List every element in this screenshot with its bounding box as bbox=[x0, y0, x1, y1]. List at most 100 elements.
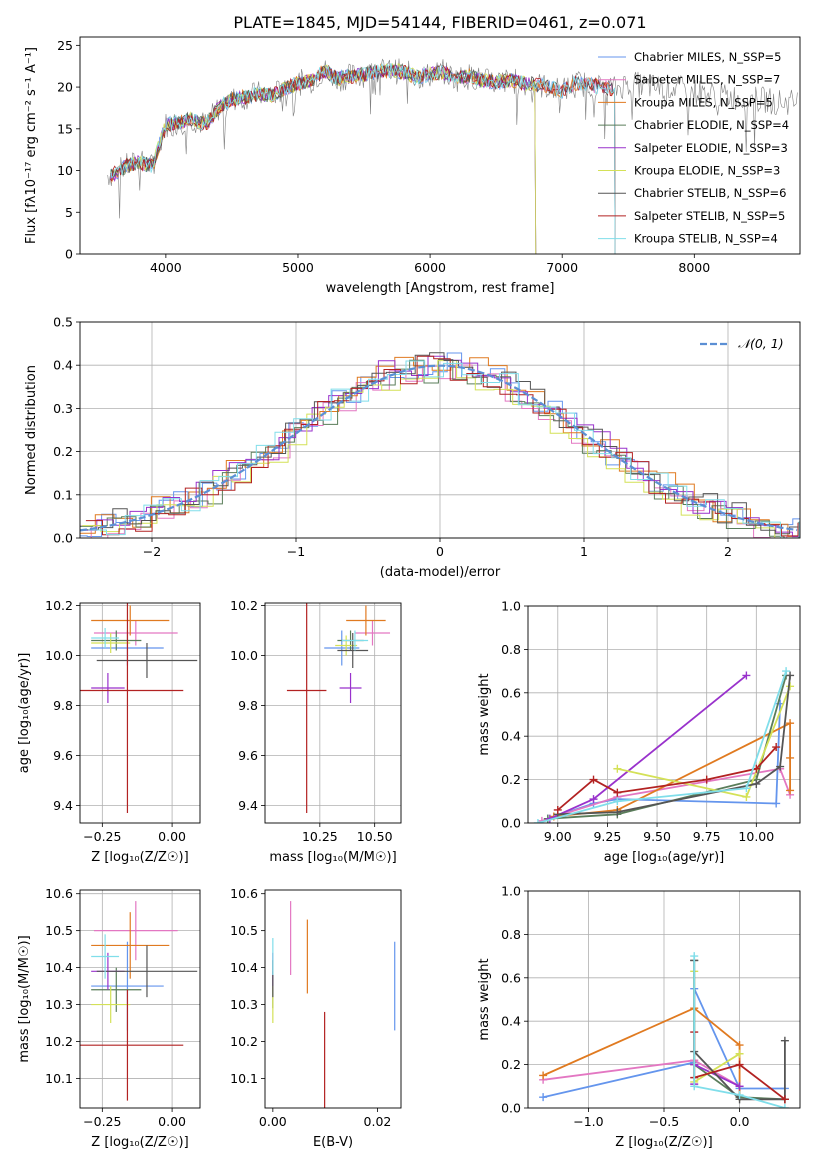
axes-frame bbox=[79, 889, 201, 1109]
legend-label: Salpeter ELODIE, N_SSP=3 bbox=[634, 141, 788, 155]
y-tick-label: 15 bbox=[57, 121, 73, 136]
y-tick-label: 10.0 bbox=[45, 648, 73, 663]
y-tick-label: 9.6 bbox=[238, 748, 258, 763]
weight-marker bbox=[553, 805, 562, 814]
x-tick-label: −0.25 bbox=[83, 1114, 121, 1129]
y-tick-label: 10.6 bbox=[230, 886, 258, 901]
weight-marker bbox=[752, 779, 761, 788]
y-tick-label: 10.2 bbox=[45, 1034, 73, 1049]
x-axis-label: E(B-V) bbox=[313, 1135, 353, 1150]
axes-frame bbox=[527, 890, 801, 1109]
weight-marker bbox=[772, 799, 781, 808]
x-axis-label: (data-model)/error bbox=[380, 565, 501, 580]
y-axis-label: mass weight bbox=[477, 673, 492, 755]
weight-line bbox=[541, 767, 791, 822]
y-tick-label: 9.6 bbox=[53, 748, 73, 763]
weight-marker bbox=[776, 762, 785, 771]
x-tick-label: 6000 bbox=[414, 260, 446, 275]
residuals-panel: −2 −1 0 1 2 0.0 0.1 0.2 0.3 0.4 0.5 (data-model)/er… bbox=[24, 315, 801, 580]
y-axis-label: mass [log₁₀(M/M☉)] bbox=[17, 935, 32, 1062]
weight-marker bbox=[613, 797, 622, 806]
y-tick-label: 20 bbox=[57, 80, 73, 95]
x-tick-label: −2 bbox=[143, 544, 161, 559]
histogram-step bbox=[80, 359, 800, 538]
weight-marker bbox=[613, 808, 622, 817]
y-tick-label: 10.5 bbox=[45, 923, 73, 938]
weight-line bbox=[549, 674, 747, 820]
y-tick-label: 0.0 bbox=[501, 1101, 521, 1116]
x-axis-label: mass [log₁₀(M/M☉)] bbox=[269, 850, 396, 865]
y-tick-label: 5 bbox=[65, 205, 73, 220]
model-spectrum-line bbox=[110, 63, 616, 254]
residuals-plot-area bbox=[80, 352, 800, 538]
weight-line bbox=[547, 703, 781, 820]
axes-frame bbox=[264, 602, 402, 824]
model-spectrum-line bbox=[110, 63, 616, 254]
axes-frame bbox=[264, 889, 402, 1109]
figure-title: PLATE=1845, MJD=54144, FIBERID=0461, z=0… bbox=[233, 13, 646, 32]
weight-marker bbox=[539, 1071, 548, 1080]
weight-marker bbox=[786, 786, 795, 795]
weight-marker bbox=[780, 1104, 789, 1108]
y-axis-label: Flux [fλ10⁻¹⁷ erg cm⁻² s⁻¹ A⁻¹] bbox=[24, 47, 39, 244]
weight-vs-z-panel: −1.0 −0.5 0.0 0.0 0.2 0.4 0.6 0.8 1.0 Z [log₁₀(Z/… bbox=[477, 884, 801, 1150]
x-tick-label: −0.5 bbox=[649, 1114, 679, 1129]
model-spectrum-line bbox=[110, 63, 537, 254]
age-vs-z-panel: −0.25 0.00 9.4 9.6 9.8 10.0 10.2 Z [log₁₀(Z/Z☉)… bbox=[17, 598, 201, 865]
age-vs-mass-plot-area bbox=[286, 603, 391, 813]
y-tick-label: 0.2 bbox=[501, 1057, 521, 1072]
y-tick-label: 0.8 bbox=[501, 642, 521, 657]
weight-marker bbox=[735, 1041, 744, 1050]
x-tick-label: 0.00 bbox=[158, 829, 186, 844]
y-tick-label: 10.4 bbox=[230, 960, 258, 975]
x-axis-label: Z [log₁₀(Z/Z☉)] bbox=[91, 850, 188, 865]
y-tick-label: 10.0 bbox=[230, 648, 258, 663]
y-tick-label: 10.2 bbox=[230, 598, 258, 613]
weight-vs-age-panel: 9.00 9.25 9.50 9.75 10.00 0.0 0.2 0.4 0.6 0.8 1.0 a… bbox=[477, 599, 801, 865]
legend-label: Salpeter MILES, N_SSP=7 bbox=[634, 73, 780, 87]
y-tick-label: 9.4 bbox=[53, 798, 73, 813]
y-tick-label: 25 bbox=[57, 38, 73, 53]
y-tick-label: 0.6 bbox=[501, 685, 521, 700]
model-spectrum-line bbox=[110, 64, 616, 254]
axes-frame bbox=[527, 605, 801, 824]
weight-marker bbox=[533, 819, 542, 823]
x-axis-label: age [log₁₀(age/yr)] bbox=[604, 850, 725, 865]
y-tick-label: 1.0 bbox=[501, 599, 521, 614]
histogram-step bbox=[80, 352, 800, 537]
age-vs-mass-panel: 10.25 10.50 9.4 9.6 9.8 10.0 10.2 mass [log₁₀(M… bbox=[230, 598, 402, 865]
x-axis-label: Z [log₁₀(Z/Z☉)] bbox=[91, 1135, 188, 1150]
y-tick-label: 0 bbox=[65, 247, 73, 262]
y-tick-label: 10.1 bbox=[45, 1071, 73, 1086]
y-tick-label: 10 bbox=[57, 163, 73, 178]
mass-vs-z-panel: −0.25 0.00 10.1 10.2 10.3 10.4 10.5 10.6 Z [log₁… bbox=[17, 886, 201, 1150]
y-tick-label: 10.5 bbox=[230, 923, 258, 938]
y-tick-label: 0.6 bbox=[501, 970, 521, 985]
y-tick-label: 0.3 bbox=[53, 401, 73, 416]
legend-label: Chabrier MILES, N_SSP=5 bbox=[634, 50, 781, 64]
histogram-step bbox=[85, 355, 800, 537]
histogram-step bbox=[82, 360, 800, 538]
y-axis-label: age [log₁₀(age/yr)] bbox=[17, 653, 32, 774]
legend-label: Kroupa STELIB, N_SSP=4 bbox=[634, 232, 778, 246]
axes-frame bbox=[79, 321, 801, 539]
weight-line bbox=[557, 675, 791, 816]
x-axis-label: wavelength [Angstrom, rest frame] bbox=[326, 281, 555, 296]
model-spectrum-line bbox=[110, 63, 537, 254]
plots-container: 4000 5000 6000 7000 80000510152025wavelength… bbox=[17, 36, 801, 1150]
x-tick-label: 9.50 bbox=[643, 829, 671, 844]
y-tick-label: 10.2 bbox=[45, 598, 73, 613]
x-axis-label: Z [log₁₀(Z/Z☉)] bbox=[615, 1135, 712, 1150]
weight-marker bbox=[735, 1049, 744, 1058]
weight-line bbox=[542, 1007, 741, 1098]
weight-marker bbox=[702, 775, 711, 784]
mass-vs-z-plot-area bbox=[80, 901, 198, 1101]
spectrum-plot-area bbox=[107, 58, 798, 254]
y-tick-label: 10.3 bbox=[45, 997, 73, 1012]
x-tick-label: 10.50 bbox=[357, 829, 393, 844]
y-tick-label: 1.0 bbox=[501, 884, 521, 899]
y-tick-label: 10.4 bbox=[45, 960, 73, 975]
weight-marker bbox=[613, 764, 622, 773]
weight-marker bbox=[690, 1082, 699, 1091]
y-tick-label: 0.2 bbox=[501, 772, 521, 787]
